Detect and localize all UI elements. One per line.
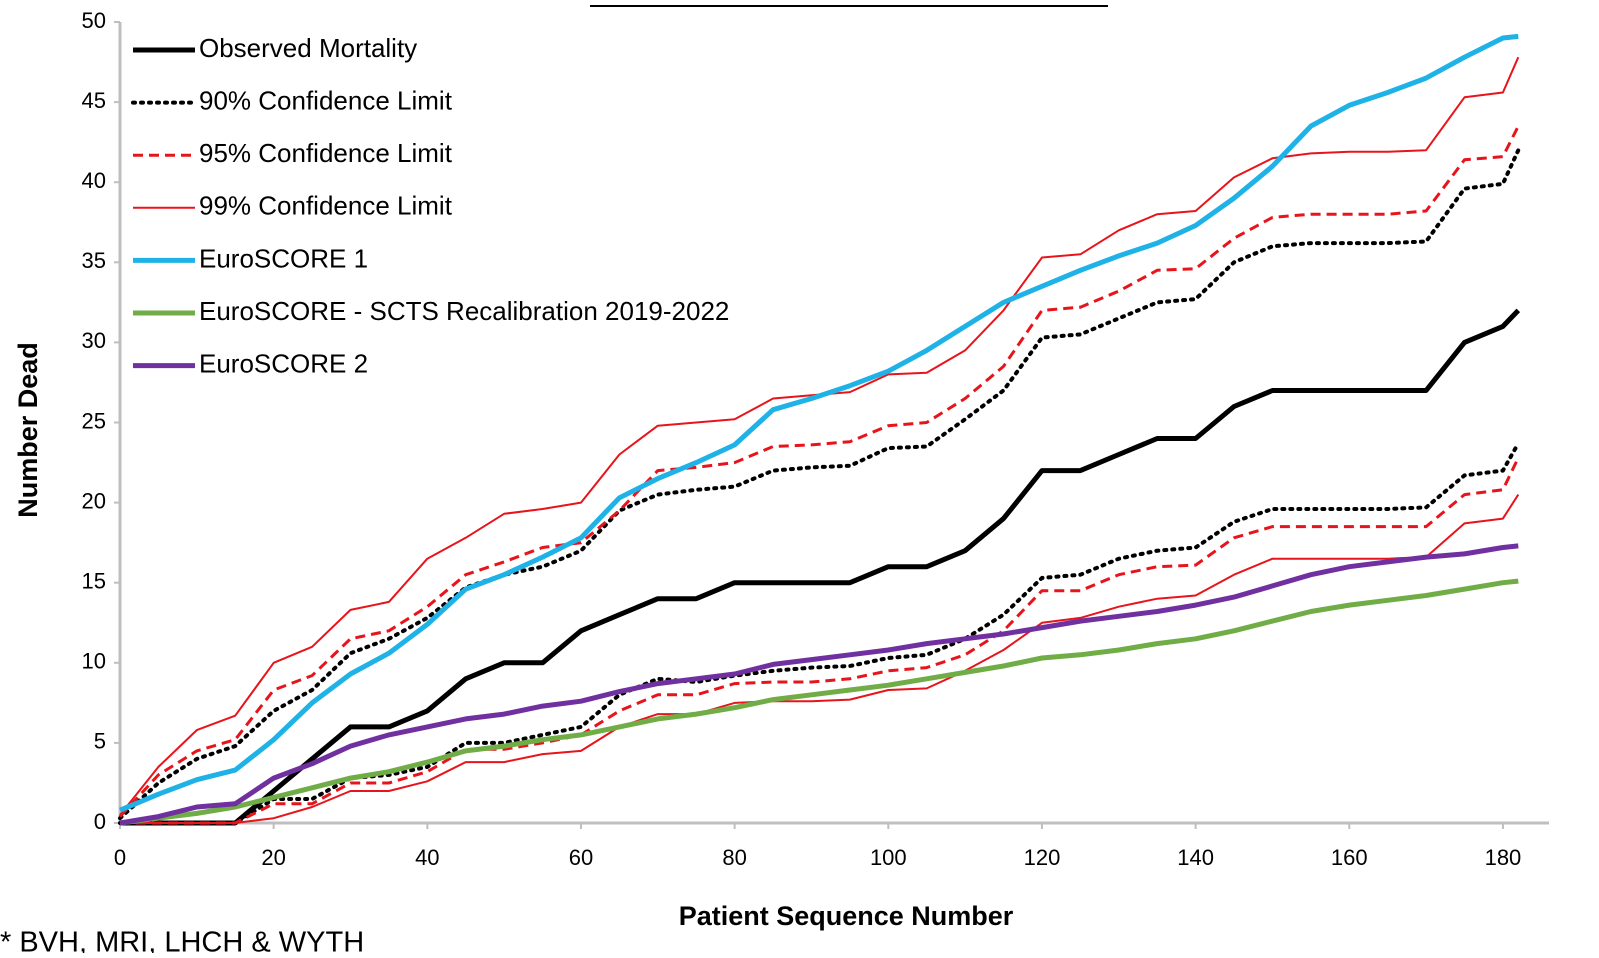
x-tick-label: 140 [1177, 845, 1214, 870]
legend-label: EuroSCORE 1 [199, 243, 368, 273]
y-tick-label: 15 [82, 569, 106, 594]
footnote: * BVH, MRI, LHCH & WYTH [0, 927, 364, 953]
y-tick-label: 0 [94, 809, 106, 834]
legend-label: EuroSCORE - SCTS Recalibration 2019-2022 [199, 296, 729, 326]
y-axis-label: Number Dead [13, 342, 43, 518]
y-tick-label: 30 [82, 328, 106, 353]
series-line [118, 441, 1521, 825]
series-line [119, 578, 1519, 826]
x-tick-label: 180 [1485, 845, 1522, 870]
series-line [120, 308, 1521, 826]
x-tick-label: 160 [1331, 845, 1368, 870]
series-line [118, 148, 1521, 821]
series-line [120, 457, 1520, 825]
y-tick-label: 10 [82, 649, 106, 674]
y-tick-label: 40 [82, 168, 106, 193]
x-tick-label: 0 [114, 845, 126, 870]
y-tick-label: 25 [82, 408, 106, 433]
x-tick-label: 40 [415, 845, 439, 870]
legend-label: Observed Mortality [199, 33, 417, 63]
y-tick-label: 20 [82, 488, 106, 513]
x-axis-label: Patient Sequence Number [679, 901, 1014, 931]
x-tick-label: 60 [569, 845, 593, 870]
series-line [118, 125, 1520, 818]
x-tick-label: 120 [1024, 845, 1061, 870]
y-tick-label: 50 [82, 8, 106, 33]
y-tick-label: 35 [82, 248, 106, 273]
legend-label: 95% Confidence Limit [199, 138, 453, 168]
y-tick-label: 5 [94, 729, 106, 754]
x-tick-label: 80 [722, 845, 746, 870]
series-line [119, 543, 1519, 826]
series-line [119, 33, 1519, 813]
x-tick-label: 100 [870, 845, 907, 870]
y-tick-label: 45 [82, 88, 106, 113]
x-tick-label: 20 [261, 845, 285, 870]
legend-label: 99% Confidence Limit [199, 191, 453, 221]
legend-label: EuroSCORE 2 [199, 348, 368, 378]
series-line [120, 494, 1520, 824]
legend-label: 90% Confidence Limit [199, 85, 453, 115]
